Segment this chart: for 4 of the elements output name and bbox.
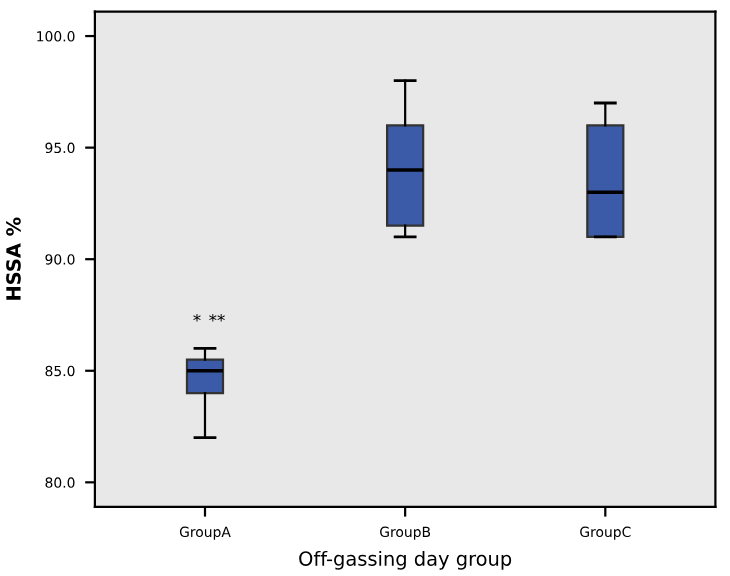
annotation: *	[193, 313, 201, 322]
annotation: **	[209, 313, 225, 322]
y-axis-title: HSSA %	[6, 217, 21, 300]
x-axis-title: Off-gassing day group	[299, 550, 512, 570]
